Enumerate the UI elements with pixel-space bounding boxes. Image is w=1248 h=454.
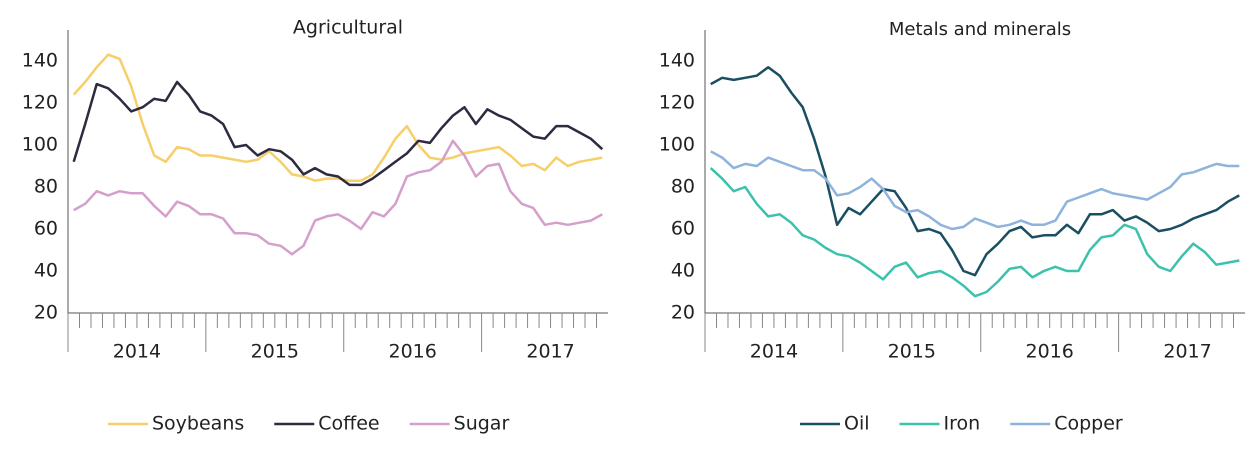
legend-label: Oil — [844, 413, 870, 435]
y-tick-label: 120 — [22, 92, 58, 114]
x-tick-label: 2015 — [251, 341, 299, 363]
y-tick-label: 60 — [671, 218, 695, 240]
series-line — [710, 150, 1240, 231]
y-tick-label: 100 — [659, 134, 695, 156]
y-tick-label: 140 — [659, 50, 695, 72]
x-tick-label: 2016 — [389, 341, 437, 363]
y-tick-label: 40 — [671, 260, 695, 282]
x-tick-label: 2014 — [750, 341, 798, 363]
chart-title: Metals and minerals — [889, 19, 1071, 40]
series-line — [73, 139, 603, 256]
legend-label: Soybeans — [152, 413, 244, 435]
series-line — [709, 167, 1240, 298]
series-line — [72, 80, 604, 187]
chart-title: Agricultural — [293, 17, 403, 39]
x-tick-label: 2017 — [526, 341, 574, 363]
y-tick-label: 20 — [34, 302, 58, 324]
x-tick-label: 2017 — [1163, 341, 1211, 363]
y-tick-label: 80 — [671, 176, 695, 198]
x-tick-label: 2015 — [888, 341, 936, 363]
y-tick-label: 20 — [671, 302, 695, 324]
x-tick-label: 2014 — [113, 341, 161, 363]
y-tick-label: 60 — [34, 218, 58, 240]
y-tick-label: 80 — [34, 176, 58, 198]
series-line — [72, 53, 603, 182]
legend-label: Iron — [944, 413, 981, 435]
y-tick-label: 120 — [659, 92, 695, 114]
x-tick-label: 2016 — [1026, 341, 1074, 363]
legend-label: Copper — [1054, 413, 1123, 435]
series-line — [710, 66, 1240, 277]
y-tick-label: 100 — [22, 134, 58, 156]
legend-label: Sugar — [454, 413, 510, 435]
y-tick-label: 140 — [22, 50, 58, 72]
y-tick-label: 40 — [34, 260, 58, 282]
legend-label: Coffee — [318, 413, 379, 435]
